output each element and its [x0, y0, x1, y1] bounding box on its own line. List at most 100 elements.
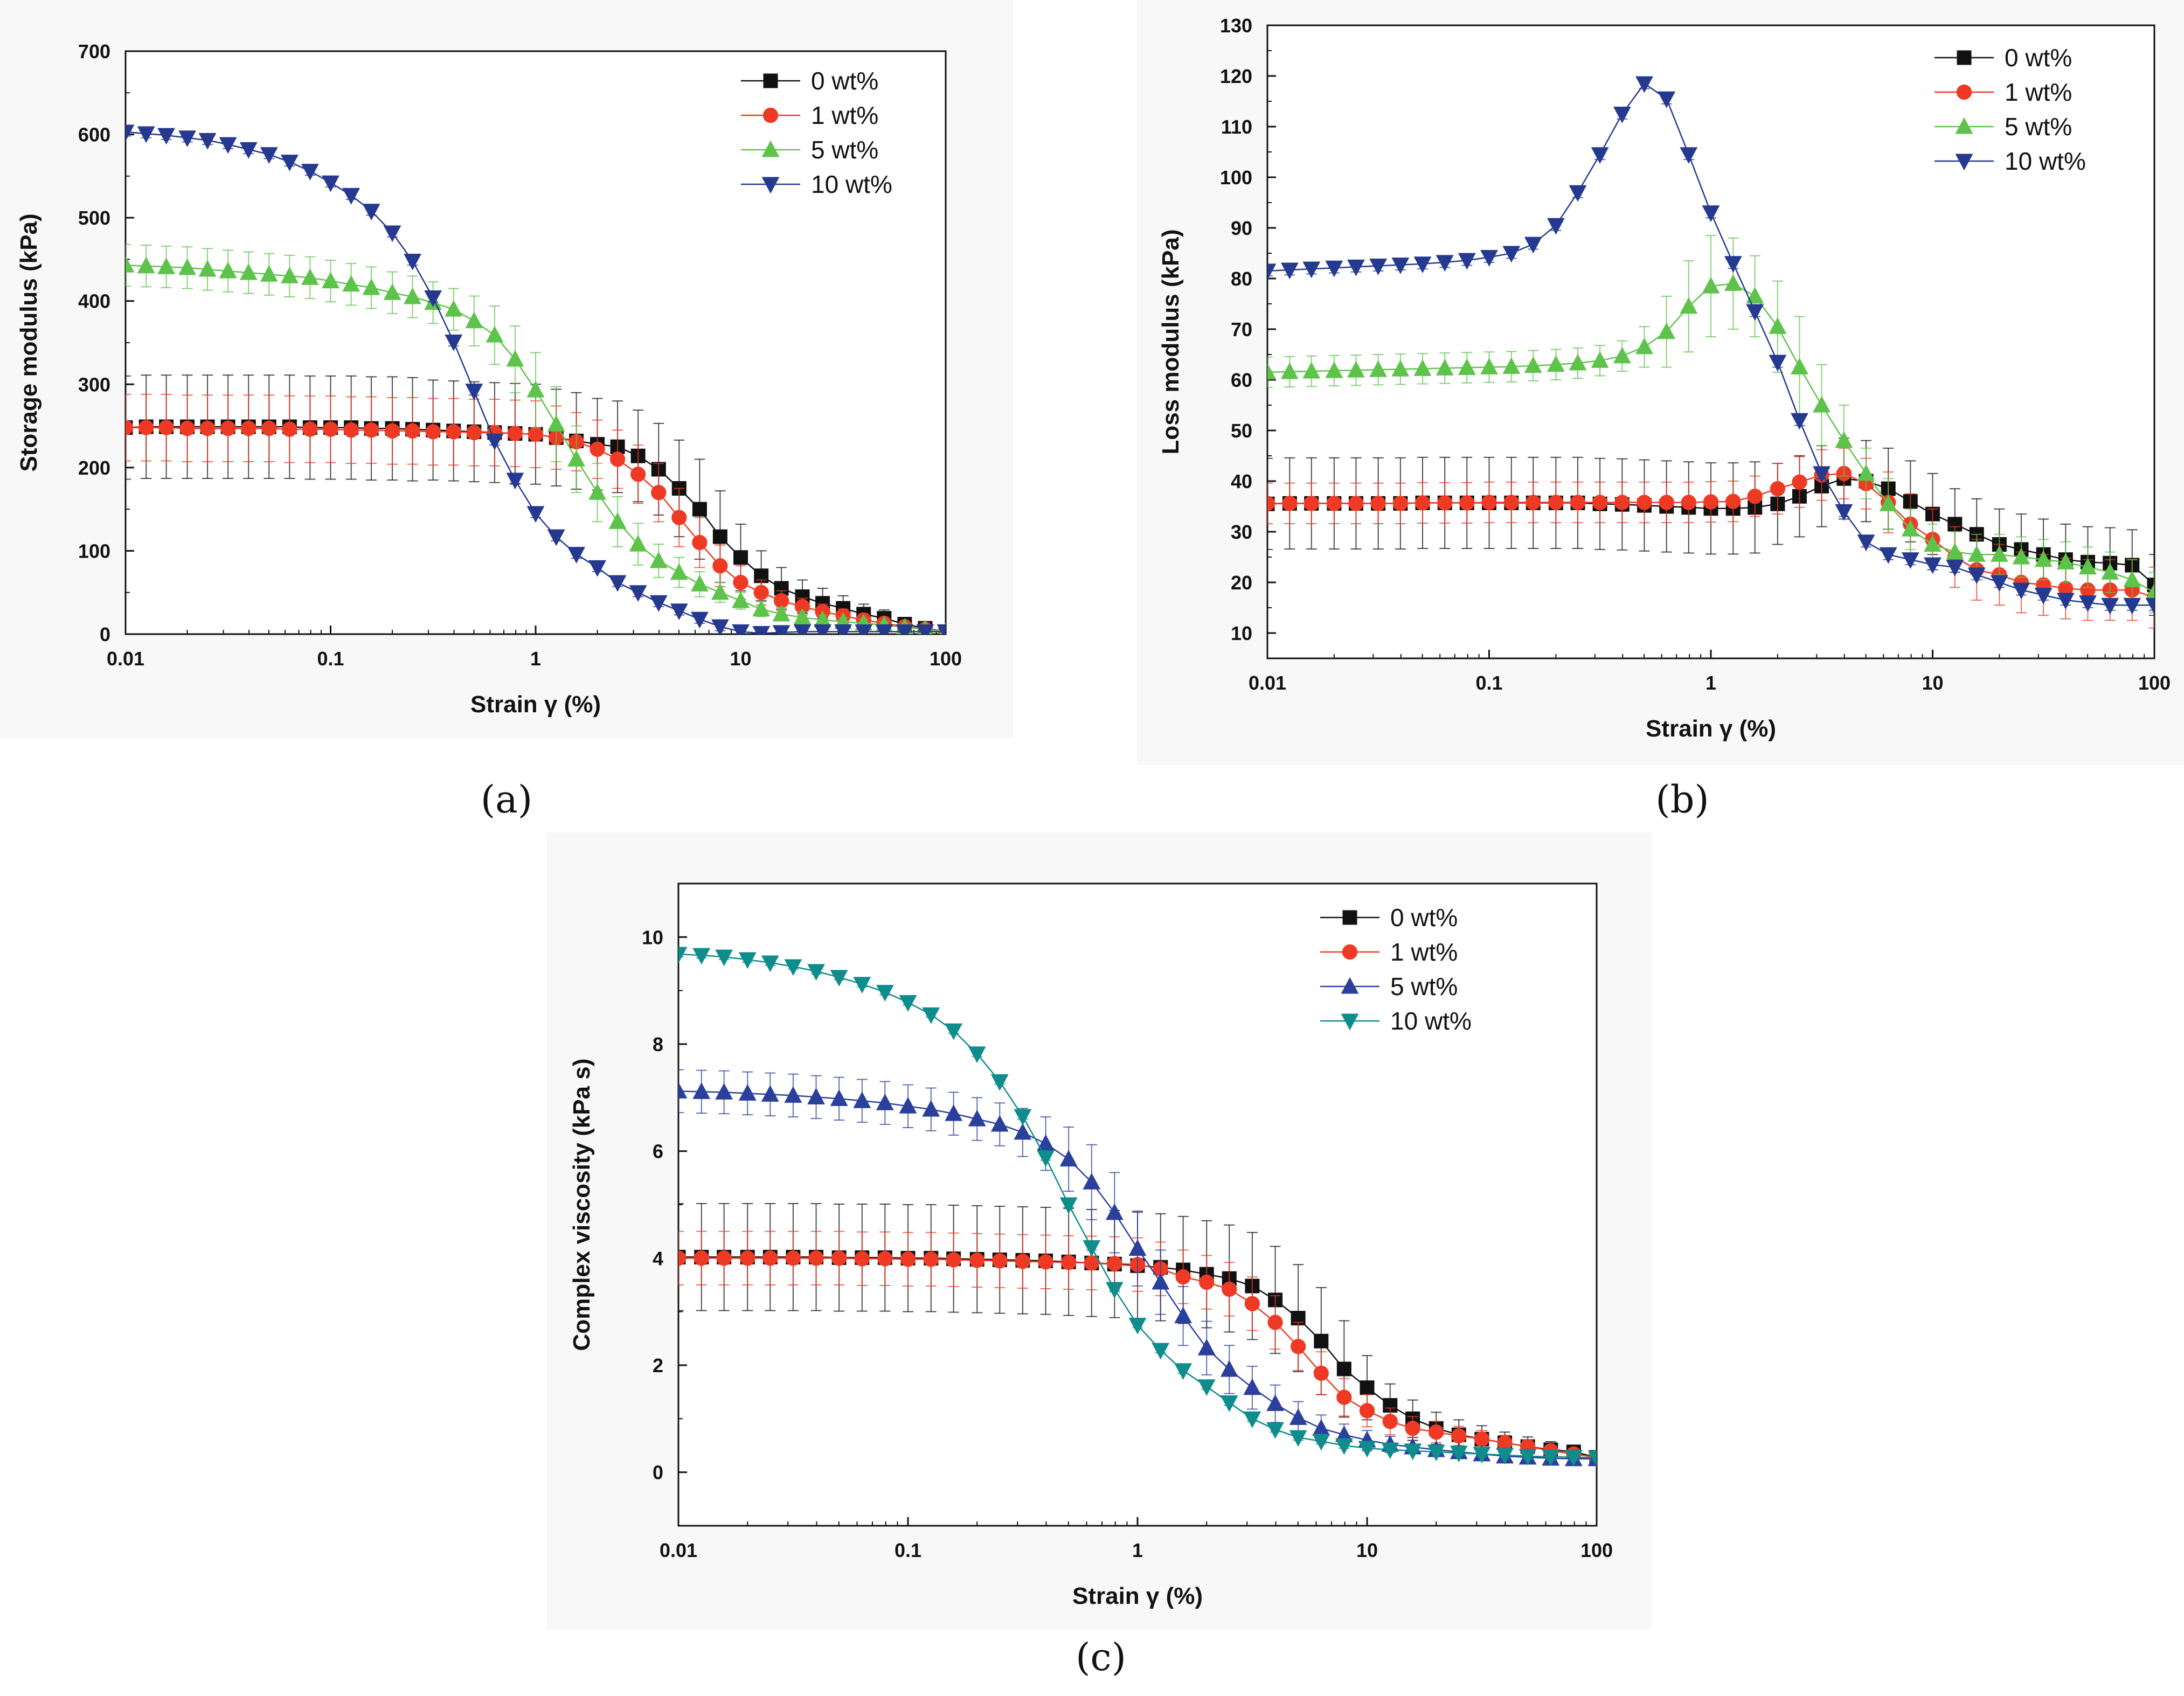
data-point — [772, 625, 791, 634]
data-point — [2034, 550, 2053, 567]
data-point — [1152, 1343, 1170, 1360]
data-point — [853, 1091, 871, 1108]
y-tick-label: 90 — [1231, 217, 1252, 239]
series-10wt — [1267, 76, 2154, 615]
data-point — [1967, 545, 1986, 562]
data-point — [1702, 276, 1720, 294]
data-point — [694, 1250, 709, 1266]
data-point — [1791, 358, 1808, 374]
data-point — [1199, 1274, 1215, 1290]
data-point — [853, 977, 871, 994]
data-point — [733, 575, 748, 590]
data-point — [692, 534, 708, 551]
data-point — [1280, 362, 1299, 379]
data-point — [1990, 575, 2008, 592]
x-tick-label: 1 — [1132, 1539, 1143, 1561]
data-point — [282, 421, 297, 437]
data-point — [1197, 1379, 1216, 1396]
data-point — [1415, 495, 1431, 511]
x-tick-label: 10 — [1922, 672, 1943, 694]
data-point — [588, 560, 606, 577]
y-tick-label: 0 — [653, 1462, 663, 1484]
data-point — [1267, 1315, 1283, 1330]
data-point — [1347, 360, 1365, 378]
data-point — [715, 949, 733, 967]
series-5wt — [1267, 235, 2154, 614]
data-point — [1359, 1403, 1375, 1419]
data-point — [1791, 413, 1808, 430]
data-point — [1526, 495, 1541, 510]
data-point — [1437, 495, 1453, 511]
data-point — [1613, 346, 1631, 364]
data-point — [1835, 504, 1853, 521]
data-point — [1314, 1333, 1329, 1349]
data-point — [922, 1007, 940, 1024]
data-point — [1542, 1449, 1560, 1466]
data-point — [363, 422, 379, 438]
data-point — [157, 258, 176, 274]
data-point — [1725, 493, 1741, 509]
data-point — [649, 595, 668, 612]
data-point — [157, 128, 176, 145]
data-point — [1105, 1282, 1124, 1299]
y-tick-label: 100 — [78, 540, 110, 562]
data-point — [1266, 1422, 1284, 1439]
data-point — [588, 483, 606, 500]
data-point — [1564, 1450, 1583, 1467]
data-point — [301, 268, 319, 285]
y-tick-label: 8 — [653, 1033, 663, 1055]
y-tick-label: 2 — [653, 1354, 663, 1377]
y-tick-label: 400 — [78, 290, 110, 312]
legend-label: 0 wt% — [2005, 44, 2072, 72]
data-point — [1243, 1411, 1261, 1428]
data-point — [1038, 1254, 1053, 1270]
data-point — [280, 155, 299, 171]
data-point — [486, 433, 504, 450]
data-point — [754, 568, 769, 583]
data-point — [711, 619, 729, 634]
x-tick-label: 1 — [530, 648, 541, 670]
data-point — [1291, 1311, 1306, 1326]
legend-marker — [763, 73, 778, 88]
data-point — [969, 1253, 985, 1268]
data-point — [807, 964, 825, 981]
data-point — [1570, 495, 1586, 510]
data-point — [1967, 567, 1986, 585]
legend-marker — [761, 140, 780, 157]
data-point — [567, 547, 586, 564]
data-point — [854, 1251, 870, 1267]
data-point — [1746, 304, 1764, 321]
data-point — [383, 225, 401, 242]
data-point — [876, 985, 894, 1002]
data-point — [1680, 297, 1698, 314]
data-point — [158, 420, 174, 435]
data-point — [814, 624, 832, 634]
data-point — [899, 995, 917, 1012]
data-point — [1613, 107, 1631, 123]
legend-label: 5 wt% — [811, 136, 878, 164]
data-point — [1503, 495, 1519, 510]
data-point — [342, 275, 360, 292]
panel-caption: (a) — [481, 777, 532, 822]
data-point — [1312, 1434, 1330, 1451]
data-point — [830, 970, 848, 987]
data-point — [2145, 583, 2154, 600]
data-point — [1450, 1445, 1468, 1463]
data-point — [762, 1250, 778, 1266]
data-point — [732, 624, 750, 634]
data-point — [528, 426, 544, 442]
data-point — [2123, 597, 2141, 615]
data-point — [1770, 481, 1786, 497]
legend-label: 0 wt% — [811, 67, 878, 95]
data-point — [590, 441, 605, 457]
legend-marker — [761, 177, 780, 194]
data-point — [752, 625, 771, 634]
data-point — [923, 1252, 939, 1267]
data-point — [793, 624, 812, 634]
x-tick-label: 0.01 — [107, 648, 144, 670]
data-point — [1360, 1380, 1375, 1395]
data-point — [302, 421, 318, 437]
data-point — [2101, 562, 2119, 580]
data-point — [968, 1109, 986, 1127]
x-axis-title: Strain γ (%) — [470, 691, 601, 718]
